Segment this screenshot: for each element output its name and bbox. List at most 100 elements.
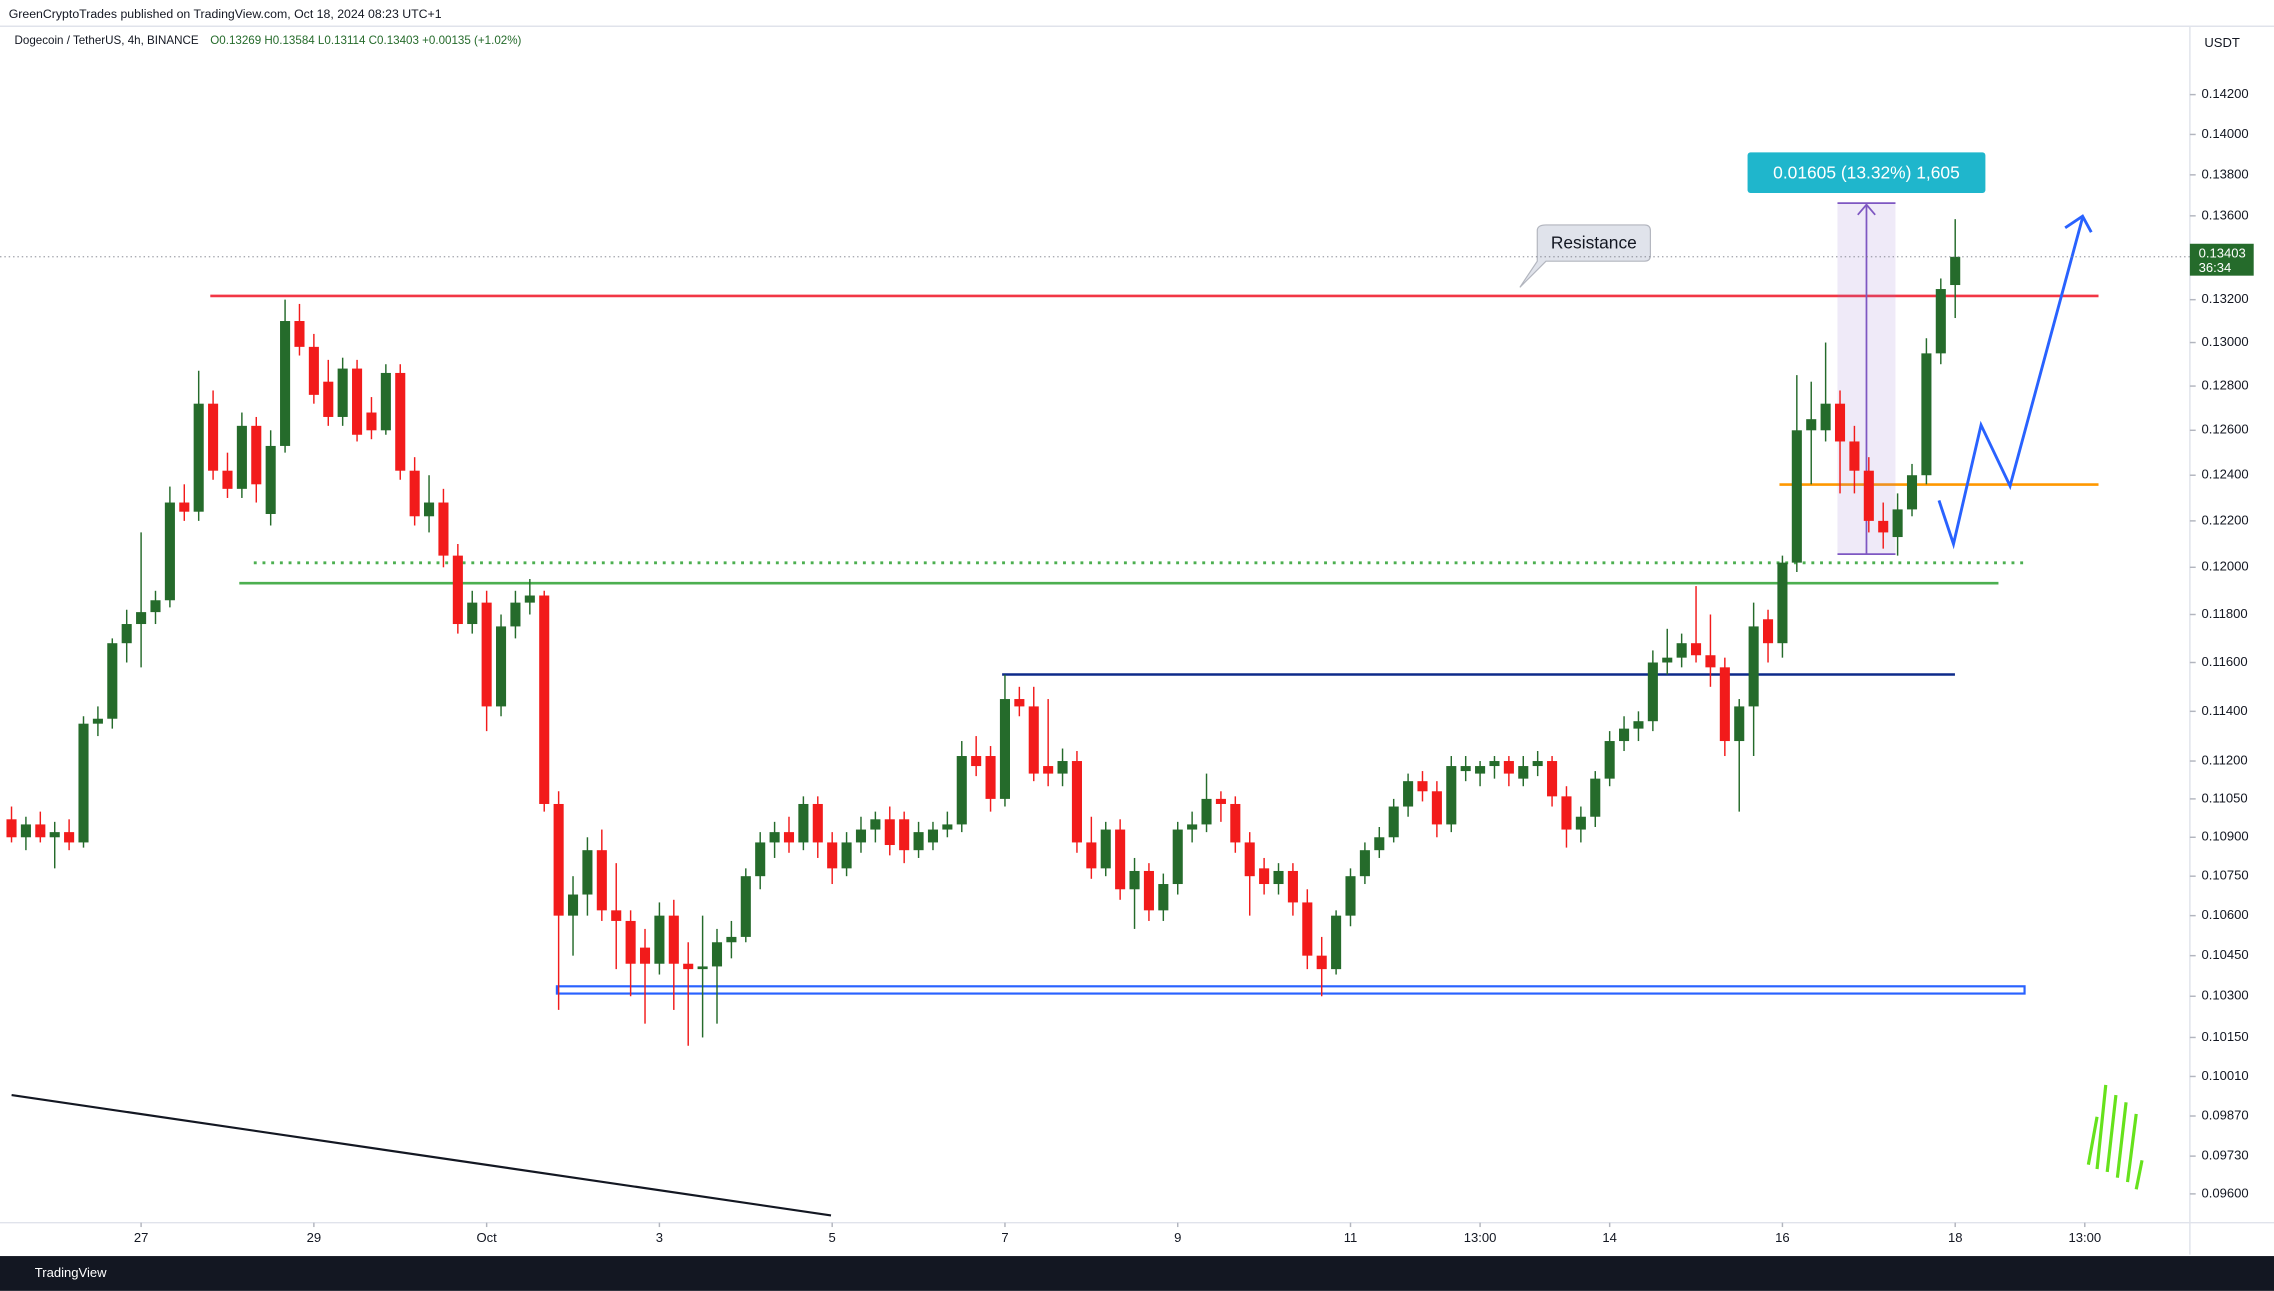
candle-body <box>1028 706 1039 774</box>
y-tick-label: 0.10750 <box>2201 868 2248 883</box>
candle-body <box>251 425 262 485</box>
candle-body <box>1705 655 1716 668</box>
candle-body <box>611 910 622 921</box>
candle-body <box>64 832 75 843</box>
y-tick-label: 0.14200 <box>2201 86 2248 101</box>
candle-body <box>1849 441 1860 471</box>
candle-body <box>1014 699 1025 707</box>
y-tick-label: 0.09870 <box>2201 1107 2248 1122</box>
candle-body <box>567 894 579 916</box>
candle-body <box>798 803 809 843</box>
y-tick-label: 0.13000 <box>2201 334 2248 349</box>
x-tick-label: 18 <box>1948 1230 1963 1245</box>
logo-stroke <box>2105 1094 2118 1173</box>
candle-body <box>107 643 118 719</box>
candle-body <box>1863 470 1874 521</box>
candle-body <box>1446 766 1457 825</box>
logo-stroke <box>2095 1084 2108 1170</box>
candle-body <box>1748 626 1759 707</box>
candle-body <box>366 412 377 431</box>
candle-body <box>20 824 31 838</box>
candle-body <box>841 842 852 869</box>
candle-body <box>337 368 348 417</box>
candle-body <box>1561 796 1572 830</box>
candle-body <box>596 850 607 911</box>
candle-body <box>1143 870 1154 911</box>
x-tick-label: 16 <box>1775 1230 1790 1245</box>
candle-body <box>1359 850 1370 877</box>
x-tick-label: 5 <box>829 1230 836 1245</box>
candle-body <box>582 850 593 895</box>
candle-body <box>1215 798 1226 804</box>
candle-body <box>1518 766 1529 779</box>
candle-body <box>1691 643 1702 656</box>
publisher-line: GreenCryptoTrades published on TradingVi… <box>9 7 442 21</box>
candle-body <box>625 920 636 964</box>
measure-label-box <box>1747 152 1986 194</box>
candle-body <box>1100 829 1111 869</box>
candle-body <box>726 936 737 943</box>
x-tick-label: 14 <box>1602 1230 1617 1245</box>
logo-stroke <box>2115 1102 2128 1178</box>
y-tick-label: 0.12200 <box>2201 512 2248 527</box>
candle-body <box>1172 829 1183 885</box>
candle-body <box>280 321 291 446</box>
candle-body <box>1201 798 1212 825</box>
candle-body <box>1906 475 1918 510</box>
candle-body <box>1129 870 1140 890</box>
candle-body <box>1316 955 1327 970</box>
candle-body <box>510 602 521 627</box>
candle-body <box>1043 766 1054 774</box>
y-tick-label: 0.10150 <box>2201 1029 2248 1044</box>
last-price-box <box>2189 243 2254 276</box>
candle-body <box>697 966 708 970</box>
candle-body <box>927 829 939 843</box>
candle-body <box>193 403 204 512</box>
candle-body <box>179 502 190 512</box>
candle-body <box>668 915 679 964</box>
last-price-label: 0.13403 <box>2199 245 2246 260</box>
candle-body <box>380 372 391 431</box>
candle-body <box>1230 803 1241 843</box>
candle-body <box>409 470 420 517</box>
candle-body <box>1806 419 1817 431</box>
projection-path <box>1937 217 2084 550</box>
candle-body <box>438 502 449 556</box>
candle-body <box>1158 884 1169 911</box>
candle-body <box>308 346 319 395</box>
candle-body <box>495 626 507 707</box>
countdown-label: 36:34 <box>2199 260 2232 275</box>
candle-body <box>1590 778 1601 817</box>
candle-body <box>1619 728 1630 742</box>
candle-body <box>1071 761 1082 843</box>
support-zone <box>555 985 2026 995</box>
y-tick-label: 0.09600 <box>2201 1185 2248 1200</box>
y-tick-label: 0.10300 <box>2201 988 2248 1003</box>
x-tick-label: Oct <box>476 1230 497 1245</box>
x-tick-label: 29 <box>307 1230 322 1245</box>
candle-body <box>1475 766 1486 774</box>
candle-body <box>1575 816 1586 830</box>
candle-body <box>121 624 132 644</box>
candle-body <box>1892 509 1903 538</box>
candle-body <box>654 915 665 964</box>
candle-body <box>755 842 766 877</box>
candle-body <box>1791 430 1802 563</box>
y-tick-label: 0.13200 <box>2201 291 2248 306</box>
footer-brand: TradingView <box>35 1265 107 1280</box>
candle-body <box>395 372 406 471</box>
footer-bar <box>0 1256 2274 1291</box>
candle-body <box>827 842 838 869</box>
candle-body <box>78 723 89 843</box>
x-tick-label: 11 <box>1344 1230 1358 1245</box>
x-tick-label: 27 <box>134 1230 149 1245</box>
measure-arrowhead <box>1857 203 1876 216</box>
candle-body <box>1388 806 1399 838</box>
candle-body <box>899 819 910 851</box>
candle-body <box>1273 870 1284 885</box>
y-tick-label: 0.10600 <box>2201 907 2248 922</box>
candle-body <box>222 470 233 489</box>
candle-body <box>740 876 751 937</box>
